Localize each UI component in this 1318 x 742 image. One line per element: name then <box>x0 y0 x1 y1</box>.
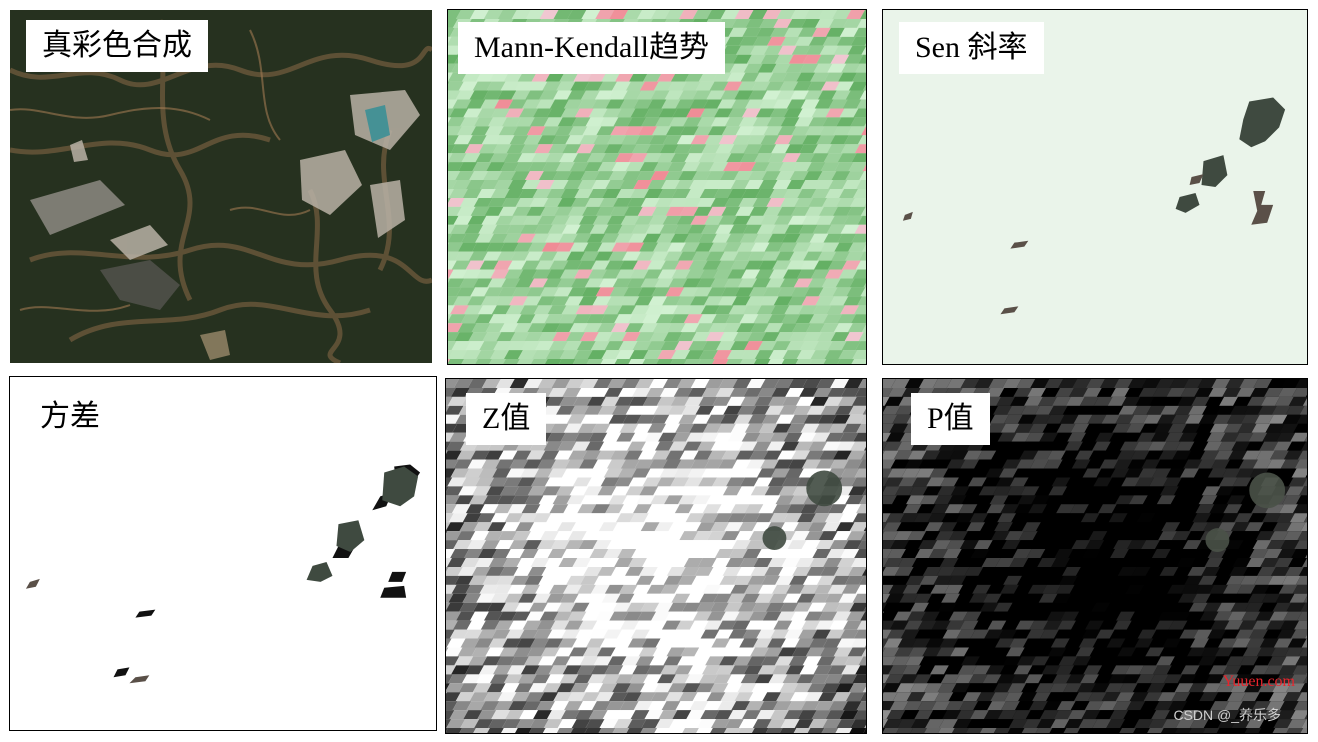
sen-slope-map <box>902 97 1286 315</box>
panel-p-value: P值 Yuuen.com CSDN @_养乐多 <box>882 378 1308 734</box>
z-value-map <box>446 379 866 733</box>
panel-variance: 方差 <box>9 376 437 731</box>
panel-title: Z值 <box>466 393 547 445</box>
panel-mann-kendall: Mann-Kendall趋势 <box>447 9 867 365</box>
true-color-image <box>10 10 432 363</box>
panel-title: Sen 斜率 <box>899 22 1044 74</box>
panel-sen-slope: Sen 斜率 <box>882 9 1308 365</box>
p-value-map <box>883 379 1307 733</box>
watermark-author: CSDN @_养乐多 <box>1173 707 1281 723</box>
variance-map <box>25 464 421 684</box>
panel-title: 真彩色合成 <box>26 20 208 72</box>
panel-z-value: Z值 <box>445 378 867 734</box>
panel-title: P值 <box>911 393 990 445</box>
panel-title: 方差 <box>24 391 116 443</box>
watermark-site: Yuuen.com <box>1222 673 1295 690</box>
panel-true-color: 真彩色合成 <box>10 10 432 363</box>
panel-title: Mann-Kendall趋势 <box>458 22 725 74</box>
